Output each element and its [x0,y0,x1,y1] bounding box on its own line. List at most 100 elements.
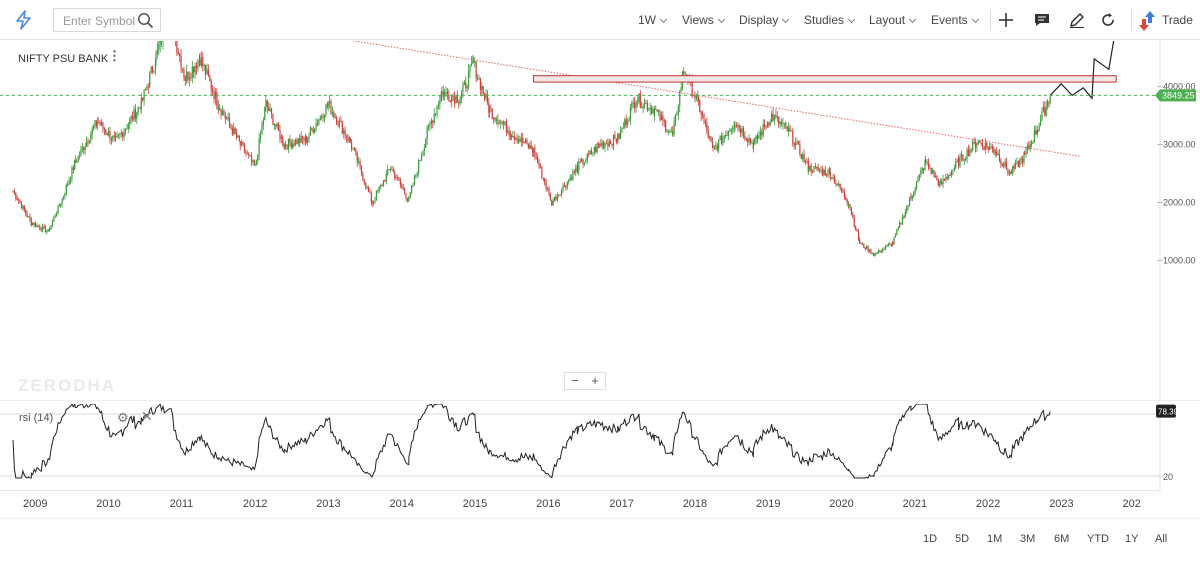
year-label: 2023 [1049,498,1074,510]
range-button-6m[interactable]: 6M [1054,533,1070,545]
candle-body [389,169,392,171]
candle-body [442,91,444,97]
candle-body [761,131,763,136]
studies-menu[interactable]: Studies [804,13,856,27]
candle-body [715,145,717,147]
candle-body [280,136,283,140]
candle-body [419,160,421,162]
trendline[interactable] [168,41,1080,157]
candle-body [283,144,285,148]
candle-body [859,239,861,244]
candle-body [639,93,641,108]
logo-icon[interactable] [14,10,34,30]
price-chart[interactable]: 6000.005000.004000.003000.002000.001000.… [0,41,1200,401]
candle-body [797,141,800,145]
candle-body [861,243,864,245]
range-button-1d[interactable]: 1D [923,533,938,545]
candle-body [800,154,802,159]
zoom-out-button[interactable]: − [571,373,579,388]
candle-body [880,251,882,253]
candle-body [356,152,358,163]
crosshair-icon[interactable] [997,11,1015,29]
layout-menu[interactable]: Layout [869,13,917,27]
candle-body [113,135,115,137]
candle-body [183,69,185,77]
candle-body [672,132,674,136]
candle-body [967,149,970,156]
candle-body [766,122,769,128]
candle-body [1004,161,1006,166]
candle-body [650,107,653,114]
candle-body [72,167,74,170]
candle-body [387,169,389,174]
gear-icon[interactable]: ⚙ [117,410,129,425]
candles [12,41,1051,257]
rsi-line [12,404,1051,479]
range-button-5d[interactable]: 5D [955,533,970,545]
search-icon[interactable] [137,12,154,29]
range-button-1y[interactable]: 1Y [1125,533,1139,545]
candle-body [748,138,750,142]
candle-body [699,100,701,113]
search-box[interactable]: Enter Symbol [53,8,161,32]
symbol-options-icon[interactable]: ⋮ [108,48,121,63]
chevron-down-icon [782,15,790,24]
candle-body [803,154,805,162]
candle-body [26,213,28,217]
display-menu[interactable]: Display [739,13,790,27]
candle-body [453,96,456,104]
candle-body [720,135,723,144]
candle-body [915,182,918,189]
candle-body [707,130,709,138]
candle-body [780,121,783,125]
candle-body [217,108,219,110]
interval-dropdown[interactable]: 1W [638,13,668,27]
candle-body [455,95,457,104]
symbol-label[interactable]: NIFTY PSU BANK [18,53,109,65]
candle-body [153,71,155,73]
candle-body [137,107,139,113]
close-icon[interactable]: ✕ [141,408,153,424]
zoom-in-button[interactable]: + [591,373,599,388]
candle-body [214,91,217,100]
rsi-panel[interactable]: 20 78.39 [0,404,1200,490]
candle-body [821,169,824,176]
views-menu[interactable]: Views [682,13,725,27]
candle-body [350,141,353,149]
time-axis[interactable]: 2009 2010 2011 2012 2013 2014 2015 2016 2017 2018… [0,490,1160,518]
pencil-icon[interactable] [1068,11,1086,29]
range-button-ytd[interactable]: YTD [1087,533,1109,545]
candle-body [116,135,118,138]
candle-body [747,139,749,142]
projection-path[interactable] [1049,41,1116,100]
range-button-1m[interactable]: 1M [987,533,1003,545]
chat-icon[interactable] [1033,11,1051,29]
search-input[interactable]: Enter Symbol [63,14,136,28]
candle-body [882,249,884,252]
candle-body [959,157,961,167]
candle-body [924,159,927,162]
candle-body [248,153,250,156]
trade-button[interactable]: Trade [1162,13,1193,27]
candle-body [782,123,784,125]
trade-arrows-icon[interactable] [1138,10,1158,32]
events-menu[interactable]: Events [931,13,979,27]
candle-body [392,169,394,173]
candle-body [1005,161,1008,169]
chevron-down-icon [847,15,856,24]
range-button-all[interactable]: All [1155,533,1168,545]
candle-body [813,166,815,173]
candle-body [435,113,437,115]
candle-body [144,89,147,91]
candle-body [867,246,869,252]
candle-body [1017,161,1019,168]
candle-body [85,141,88,147]
refresh-icon[interactable] [1099,11,1117,29]
candle-body [507,130,509,133]
candle-body [1012,165,1014,174]
candle-body [117,134,120,136]
range-button-3m[interactable]: 3M [1020,533,1036,545]
candle-body [662,115,664,120]
candle-body [719,135,721,140]
resistance-zone[interactable] [532,75,1117,83]
